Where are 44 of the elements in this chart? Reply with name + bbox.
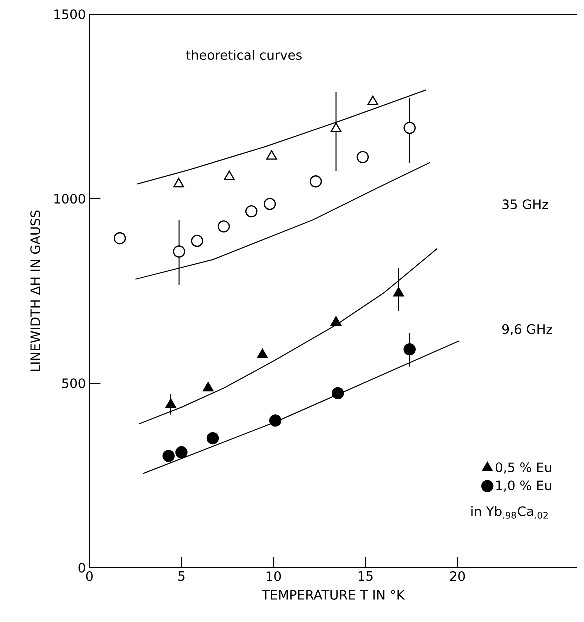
point (404, 343, 416, 356)
point (162, 450, 175, 462)
legend-label: 1,0 % Eu (496, 480, 552, 492)
point (206, 432, 220, 445)
x-tick-label: 20 (450, 572, 466, 582)
point (173, 246, 186, 258)
x-tick-label: 15 (358, 572, 373, 582)
y-axis-title: LINEWIDTH ΔH IN GAUSS (30, 210, 40, 372)
point (224, 170, 235, 180)
point (166, 398, 176, 408)
annotation: theoretical curves (186, 50, 302, 60)
point (330, 122, 342, 132)
y-tick-label: 1500 (54, 10, 86, 20)
line-series (137, 90, 427, 185)
point (257, 348, 268, 358)
point (176, 446, 188, 459)
point (246, 205, 258, 218)
point (266, 150, 278, 160)
point (218, 220, 230, 233)
point (264, 198, 276, 210)
point (191, 234, 204, 248)
point (368, 96, 378, 106)
point (393, 287, 404, 297)
x-tick-label: 0 (86, 572, 93, 582)
point (330, 316, 342, 326)
x-tick-label: 5 (178, 572, 185, 582)
point (404, 122, 416, 134)
annotation: in Yb$_{.98}$Ca$_{.02}$ (472, 506, 548, 519)
point (332, 387, 344, 400)
y-tick-label: 500 (62, 378, 86, 388)
point (174, 178, 184, 188)
y-tick-label: 0 (78, 563, 86, 573)
point (203, 382, 214, 392)
x-tick-label: 10 (266, 572, 282, 582)
point (310, 176, 322, 188)
point (356, 151, 370, 164)
line-series (138, 248, 438, 425)
x-axis-title: TEMPERATURE T IN °K (262, 590, 406, 600)
annotation: 35 GHz (502, 200, 548, 210)
legend-label: 0,5 % Eu (496, 462, 552, 474)
annotation: 9,6 GHz (502, 324, 552, 336)
y-tick-label: 1000 (54, 194, 86, 204)
point (114, 232, 126, 245)
point (269, 414, 282, 427)
